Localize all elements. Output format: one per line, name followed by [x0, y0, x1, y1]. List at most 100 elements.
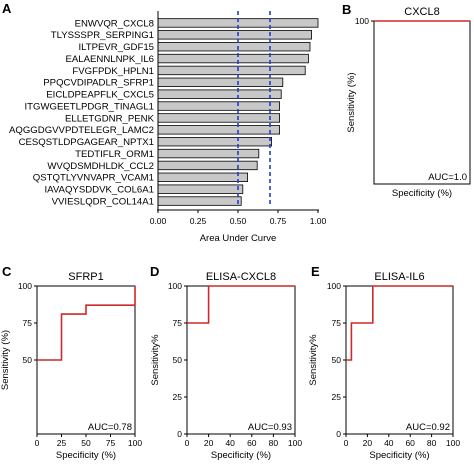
y-tick-label: 50 [332, 355, 342, 365]
roc-curve [187, 285, 295, 324]
auc-bar [157, 30, 313, 40]
panel-letter-a: A [2, 1, 12, 16]
auc-bar [157, 65, 306, 76]
x-axis-title: Specificity (%) [369, 450, 429, 461]
y-axis-title: Sensitivity (%) [0, 330, 11, 390]
y-tick-label: 25 [173, 392, 183, 402]
x-tick-label: 100 [128, 438, 142, 448]
category-label: WVQDSMDHLDK_CCL2 [47, 161, 154, 172]
x-tick-label: 0.25 [190, 216, 207, 226]
category-label: TLYSSSPR_SERPING1 [51, 30, 154, 41]
x-tick-label: 40 [225, 438, 235, 448]
auc-bar [157, 184, 244, 194]
auc-bar [157, 148, 260, 159]
auc-bar [157, 172, 248, 182]
roc-chart-elisa-cxcl8: ELISA-CXCL8 0 25 50 75 100 0 20 40 60 80 100 Specifi… [150, 271, 302, 461]
roc-chart-elisa-il6: ELISA-IL6 0 25 50 75 100 0 20 40 60 80 100 Specifici… [308, 271, 460, 461]
category-label: ENWVQR_CXCL8 [75, 18, 154, 29]
x-tick-label: 25 [57, 438, 67, 448]
x-axis-title: Specificity (%) [56, 450, 116, 461]
auc-bar [157, 113, 280, 123]
auc-bar [157, 53, 309, 64]
auc-bar [157, 196, 242, 206]
x-axis-title: Specificity (%) [392, 188, 452, 199]
x-tick-label: 60 [247, 438, 257, 448]
category-label: EICLDPEAPFLK_CXCL5 [46, 90, 154, 101]
category-label: VVIESLQDR_COL14A1 [52, 196, 154, 207]
category-label: TEDTIFLR_ORM1 [75, 149, 154, 160]
auc-annotation: AUC=1.0 [428, 172, 467, 183]
panel-letter-e: E [311, 264, 320, 279]
panel-letter-b: B [342, 2, 351, 17]
category-label: EALAENNLNPK_IL6 [65, 54, 154, 65]
y-tick-label: 25 [332, 392, 342, 402]
chart-title: ELISA-IL6 [374, 271, 424, 283]
category-label: QSTQTLYVNVAPR_VCAM1 [33, 173, 154, 184]
y-tick-label: 75 [23, 318, 33, 328]
auc-annotation: AUC=0.93 [248, 422, 292, 433]
category-label: CESQSTLDPGAGEAR_NPTX1 [19, 137, 154, 148]
y-tick-label: 100 [168, 281, 182, 291]
category-label: IAVAQYSDDVK_COL6A1 [45, 185, 154, 196]
category-label: ITGWGEETLPDGR_TINAGL1 [24, 101, 154, 112]
x-tick-label: 80 [427, 438, 437, 448]
x-tick-label: 100 [446, 438, 460, 448]
auc-bar [157, 77, 284, 87]
x-axis-title: Area Under Curve [200, 233, 277, 244]
plot-frame [345, 285, 454, 435]
x-tick-label: 60 [405, 438, 415, 448]
plot-frame [373, 20, 471, 185]
y-tick-label: 75 [332, 318, 342, 328]
x-tick-label: 0.50 [230, 216, 247, 226]
auc-bar-chart: ENWVQR_CXCL8TLYSSSPR_SERPING1ILTPEVR_GDF… [9, 11, 327, 244]
category-label: FVGFPDK_HPLN1 [72, 66, 154, 77]
x-tick-label: 0.75 [270, 216, 287, 226]
y-tick-label: 0 [177, 429, 182, 439]
roc-curve [346, 285, 453, 361]
x-tick-label: 1.00 [310, 216, 327, 226]
auc-bar [157, 89, 282, 99]
chart-title: CXCL8 [404, 6, 439, 18]
x-tick-label: 75 [106, 438, 116, 448]
x-tick-label: 50 [81, 438, 91, 448]
auc-bar [157, 137, 272, 147]
y-axis-title: Sensitivity% [308, 334, 319, 386]
x-tick-label: 0.00 [150, 216, 167, 226]
y-tick-label: 100 [355, 16, 369, 26]
x-axis-title: Specificity (%) [211, 450, 271, 461]
x-tick-label: 80 [269, 438, 279, 448]
x-tick-label: 0 [185, 438, 190, 448]
auc-bar [157, 101, 280, 111]
y-tick-label: 100 [18, 281, 32, 291]
y-tick-label: 50 [173, 355, 183, 365]
category-label: AQGGDGVVPDTELEGR_LAMC2 [9, 125, 154, 136]
roc-curve [37, 286, 136, 361]
x-tick-label: 20 [363, 438, 373, 448]
auc-annotation: AUC=0.92 [406, 422, 450, 433]
category-label: ILTPEVR_GDF15 [78, 42, 154, 53]
category-label: ELLETGDNR_PENK [65, 113, 155, 124]
x-tick-label: 20 [204, 438, 214, 448]
category-label: PPQCVDIPADLR_SFRP1 [43, 78, 154, 89]
auc-bar [157, 42, 311, 52]
auc-bar [157, 160, 258, 171]
x-tick-label: 0 [344, 438, 349, 448]
panel-letter-d: D [150, 264, 159, 279]
y-axis-title: Sensitivity (%) [346, 72, 357, 132]
y-tick-label: 50 [23, 355, 33, 365]
y-tick-label: 0 [336, 429, 341, 439]
auc-bar [157, 125, 280, 135]
y-axis-title: Sensitivity% [150, 334, 161, 386]
plot-frame [186, 285, 296, 435]
chart-title: SFRP1 [68, 271, 103, 283]
roc-chart-sfrp1: SFRP1 50 75 100 0 25 50 75 100 Specificity (%) Sen… [0, 271, 142, 461]
x-tick-label: 40 [384, 438, 394, 448]
y-tick-label: 100 [327, 281, 341, 291]
roc-chart-cxcl8: CXCL8 100 Specificity (%) Sensitivity (%) AU… [346, 6, 471, 199]
auc-annotation: AUC=0.78 [88, 422, 132, 433]
x-tick-label: 0 [35, 438, 40, 448]
panel-letter-c: C [2, 264, 12, 279]
y-tick-label: 75 [173, 318, 183, 328]
x-tick-label: 100 [288, 438, 302, 448]
